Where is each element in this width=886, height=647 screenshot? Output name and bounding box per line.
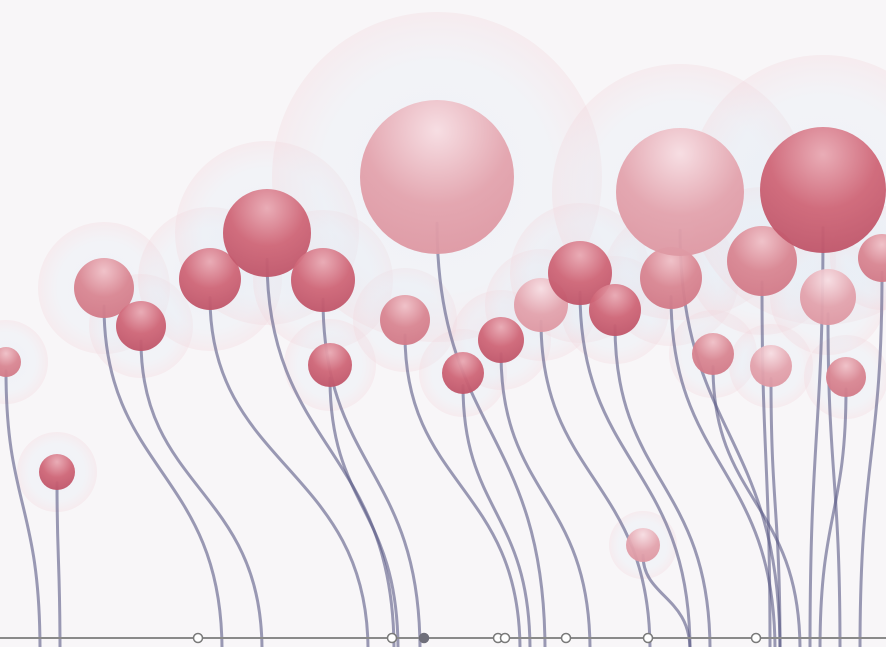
bloom-stem-b10 (435, 221, 547, 647)
bloom-stem-b13 (539, 319, 652, 647)
bloom-stem-b05 (208, 296, 370, 647)
axis-marker-5[interactable] (499, 632, 511, 644)
bloom-stem-b03 (102, 304, 224, 647)
bloom-b25[interactable] (858, 234, 886, 282)
bloom-b04[interactable] (116, 301, 166, 351)
bloom-stem-b08 (328, 376, 400, 647)
axis-marker-7[interactable] (642, 632, 654, 644)
axis-marker-1[interactable] (192, 632, 204, 644)
bloom-stem-b22 (641, 553, 692, 647)
bloom-stem-b15 (613, 324, 712, 647)
bloom-layer (0, 100, 886, 562)
bloom-b02[interactable] (39, 454, 75, 490)
bloom-stem-b12 (499, 352, 592, 647)
bloom-stem-b23 (818, 387, 848, 647)
bloom-b23[interactable] (826, 357, 866, 397)
bloom-stem-b20 (769, 377, 782, 647)
bloom-stem-b18 (711, 365, 802, 647)
bloom-b18[interactable] (692, 333, 734, 375)
bloom-b19[interactable] (727, 226, 797, 296)
bloom-b10[interactable] (360, 100, 514, 254)
bloom-halo-b01 (0, 320, 48, 404)
bloom-b14[interactable] (548, 241, 612, 305)
bloom-b15[interactable] (589, 284, 641, 336)
bloom-stem-b01 (4, 369, 42, 647)
bloom-b01[interactable] (0, 347, 21, 377)
bloom-stem-b04 (139, 339, 264, 647)
bloom-b20[interactable] (750, 345, 792, 387)
axis-marker-6[interactable] (560, 632, 572, 644)
bloom-b03[interactable] (74, 258, 134, 318)
bloom-b22[interactable] (626, 528, 660, 562)
bloom-b12[interactable] (478, 317, 524, 363)
bloom-b05[interactable] (179, 248, 241, 310)
bloom-stem-b06 (265, 257, 396, 647)
bloom-b21[interactable] (760, 127, 886, 253)
axis-marker-3[interactable] (418, 632, 430, 644)
axis-marker-2[interactable] (386, 632, 398, 644)
bloom-stem-b14 (578, 290, 692, 647)
bloom-b08[interactable] (308, 343, 352, 387)
axis-marker-layer (192, 632, 762, 644)
axis-marker-8[interactable] (750, 632, 762, 644)
bloom-b17[interactable] (616, 128, 744, 256)
bloom-stem-b09 (403, 333, 522, 647)
bloom-b06[interactable] (223, 189, 311, 277)
bloom-b11[interactable] (442, 352, 484, 394)
bloom-stem-b11 (461, 384, 532, 647)
bloom-stem-b25 (858, 270, 884, 647)
bloom-stem-b02 (55, 481, 62, 647)
bloom-b07[interactable] (291, 248, 355, 312)
bloom-b09[interactable] (380, 295, 430, 345)
bloom-b24[interactable] (800, 269, 856, 325)
bloom-stem-b19 (760, 280, 772, 647)
bloom-b16[interactable] (640, 247, 702, 309)
